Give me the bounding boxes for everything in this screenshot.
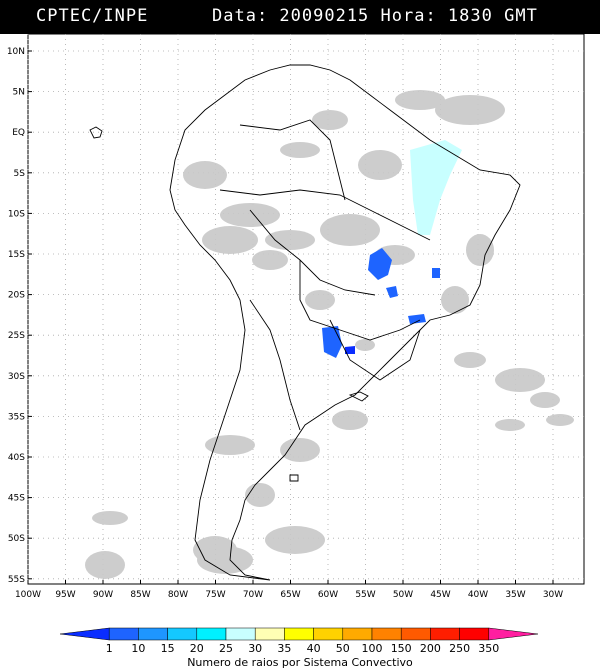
graticule [27,34,584,584]
latitude-ticks: 10N 5N EQ 5S 10S 15S 20S 25S 30S 35S 40S 45S 50S 55S [7,47,32,585]
color-legend: 1 10 15 20 25 30 35 40 50 100 150 200 250 350 Numero … [59,627,539,669]
lon-label: 95W [55,590,75,600]
legend-label: 200 [420,642,441,655]
lat-label: 5N [13,88,25,98]
lon-label: 50W [393,590,413,600]
legend-label: 25 [219,642,233,655]
lat-label: 10S [8,209,25,219]
coastline [89,64,521,581]
lon-label: 35W [505,590,525,600]
lon-label: 30W [543,590,563,600]
legend-labels: 1 10 15 20 25 30 35 40 50 100 150 200 250 350 [106,642,500,655]
legend-swatch [459,627,490,641]
legend-swatch [225,627,256,641]
lon-label: 75W [205,590,225,600]
lat-label: 35S [8,412,25,422]
lon-label: 100W [15,590,41,600]
map-frame [27,33,585,585]
legend-swatch [138,627,168,641]
legend-swatch [167,627,198,641]
legend-title: Numero de raios por Sistema Convectivo [187,656,413,669]
legend-label: 50 [336,642,350,655]
lat-label: 5S [14,169,26,179]
legend-swatch [430,627,460,641]
lat-label: EQ [12,128,25,138]
lat-label: 50S [8,534,25,544]
legend-label: 30 [248,642,262,655]
lon-label: 70W [243,590,263,600]
lon-label: 65W [280,590,300,600]
legend-swatch [108,627,139,641]
legend-swatch [196,627,227,641]
lat-label: 40S [8,453,25,463]
map-header: CPTEC/INPE Data: 20090215 Hora: 1830 GMT [0,0,600,34]
lon-label: 90W [93,590,113,600]
legend-label: 150 [391,642,412,655]
lat-label: 10N [7,47,25,57]
lat-label: 15S [8,250,25,260]
legend-swatch [342,627,373,641]
legend-swatch [371,627,402,641]
lat-label: 45S [8,494,25,504]
legend-bar [59,627,539,641]
legend-label: 35 [277,642,291,655]
lat-label: 25S [8,331,25,341]
lon-label: 80W [168,590,188,600]
legend-swatch [488,627,539,641]
lon-label: 55W [355,590,375,600]
legend-label: 350 [478,642,499,655]
legend-label: 40 [307,642,321,655]
legend-label: 20 [190,642,204,655]
legend-label: 1 [106,642,113,655]
legend-swatch [254,627,285,641]
longitude-ticks: 100W 95W 90W 85W 80W 75W 70W 65W 60W 55W 50W 45W 40W… [15,580,563,600]
source-label: CPTEC/INPE [36,6,149,26]
legend-swatch [284,627,314,641]
legend-swatch [59,627,110,641]
legend-label: 10 [131,642,145,655]
legend-label: 15 [161,642,175,655]
lat-label: 55S [8,575,25,585]
lon-label: 85W [130,590,150,600]
lon-label: 40W [468,590,488,600]
lon-label: 45W [430,590,450,600]
legend-swatch [313,627,344,641]
legend-label: 250 [449,642,470,655]
datetime-label: Data: 20090215 Hora: 1830 GMT [212,6,538,26]
legend-swatch [400,627,431,641]
lat-label: 20S [8,291,25,301]
lat-label: 30S [8,372,25,382]
legend-label: 100 [362,642,383,655]
lon-label: 60W [318,590,338,600]
